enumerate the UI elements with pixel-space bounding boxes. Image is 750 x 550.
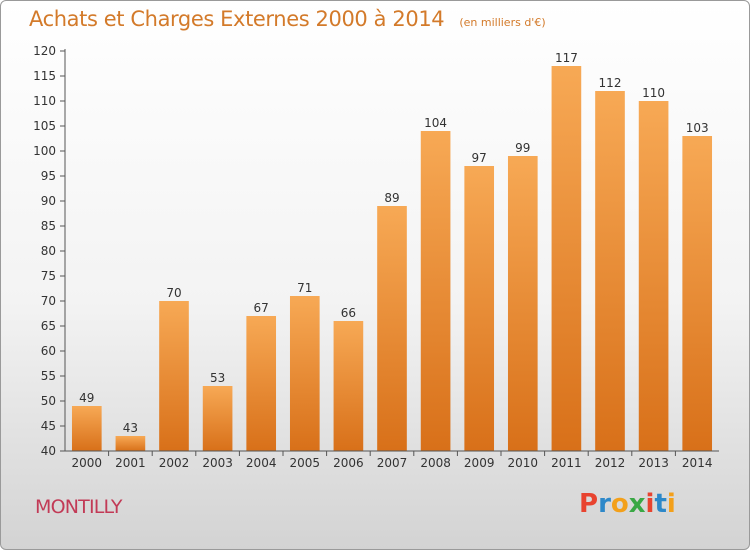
bar: [551, 66, 582, 451]
logo-letter: x: [628, 489, 646, 519]
x-tick-label: 2004: [246, 456, 277, 470]
bar-value-label: 112: [599, 76, 622, 90]
y-tick-label: 95: [41, 169, 56, 183]
bar-value-label: 71: [297, 281, 312, 295]
chart-title-row: Achats et Charges Externes 2000 à 2014 (…: [29, 7, 546, 31]
y-tick-label: 105: [33, 119, 56, 133]
bar-value-label: 103: [686, 121, 709, 135]
x-tick-label: 2010: [508, 456, 539, 470]
bar: [159, 301, 189, 451]
commune-name: MONTILLY: [35, 496, 122, 518]
bar: [246, 316, 277, 451]
chart-title: Achats et Charges Externes 2000 à 2014: [29, 7, 445, 31]
bar: [682, 136, 713, 451]
y-tick-label: 80: [41, 244, 56, 258]
y-tick-label: 60: [41, 344, 56, 358]
chart-subtitle: (en milliers d'€): [459, 16, 546, 29]
logo-letter: i: [645, 489, 655, 519]
bar-value-label: 110: [642, 86, 665, 100]
bar: [333, 321, 364, 451]
logo-letter: P: [579, 489, 599, 519]
bar: [595, 91, 625, 451]
x-tick-label: 2008: [420, 456, 451, 470]
y-tick-label: 115: [33, 69, 56, 83]
y-tick-label: 55: [41, 369, 56, 383]
bar: [420, 131, 451, 451]
x-tick-label: 2002: [159, 456, 190, 470]
bar-value-label: 66: [341, 306, 356, 320]
bar-value-label: 117: [555, 51, 578, 65]
y-tick-label: 45: [41, 419, 56, 433]
y-tick-label: 40: [41, 444, 56, 458]
bar-value-label: 67: [254, 301, 269, 315]
logo-letter: o: [610, 489, 629, 519]
x-tick-label: 2011: [551, 456, 582, 470]
y-tick-label: 75: [41, 269, 56, 283]
bar-value-label: 99: [515, 141, 530, 155]
bar-value-label: 89: [384, 191, 399, 205]
x-tick-label: 2005: [290, 456, 321, 470]
x-tick-label: 2013: [638, 456, 669, 470]
x-tick-label: 2014: [682, 456, 713, 470]
bar: [202, 386, 233, 451]
y-tick-label: 85: [41, 219, 56, 233]
x-tick-label: 2007: [377, 456, 408, 470]
x-axis: 2000 2001 2002 2003 2004 2005 2006 2007 2008 2009…: [65, 450, 719, 470]
bar: [289, 296, 320, 451]
x-tick-label: 2003: [202, 456, 233, 470]
y-tick-label: 50: [41, 394, 56, 408]
bar-value-label: 49: [79, 391, 94, 405]
y-tick-label: 110: [33, 94, 56, 108]
proxiti-logo: Proxiti: [579, 489, 676, 519]
bar: [464, 166, 495, 451]
bar: [115, 436, 146, 451]
bar: [71, 406, 102, 451]
logo-letter: r: [598, 489, 611, 519]
logo-letter: i: [666, 489, 676, 519]
bar-value-label: 53: [210, 371, 225, 385]
bar-value-label: 104: [424, 116, 447, 130]
y-tick-label: 100: [33, 144, 56, 158]
bar-value-label: 70: [166, 286, 181, 300]
bar: [377, 206, 407, 451]
bar-value-label: 97: [472, 151, 487, 165]
bar-value-label: 43: [123, 421, 138, 435]
y-tick-label: 70: [41, 294, 56, 308]
y-axis: 40 45 50 55 60 65 70 75 80 85 90 95 100 105 110 115 120: [33, 44, 66, 458]
y-tick-label: 90: [41, 194, 56, 208]
x-tick-label: 2000: [72, 456, 103, 470]
x-tick-label: 2001: [115, 456, 146, 470]
bars: 49 43 70 53 67 71 66 89 104 97 99 117 112 110 103: [71, 51, 713, 451]
bar: [638, 101, 669, 451]
bar: [507, 156, 538, 451]
x-tick-label: 2006: [333, 456, 364, 470]
x-tick-label: 2012: [595, 456, 626, 470]
logo-letter: t: [654, 489, 667, 519]
x-tick-label: 2009: [464, 456, 495, 470]
y-tick-label: 65: [41, 319, 56, 333]
y-tick-label: 120: [33, 44, 56, 58]
